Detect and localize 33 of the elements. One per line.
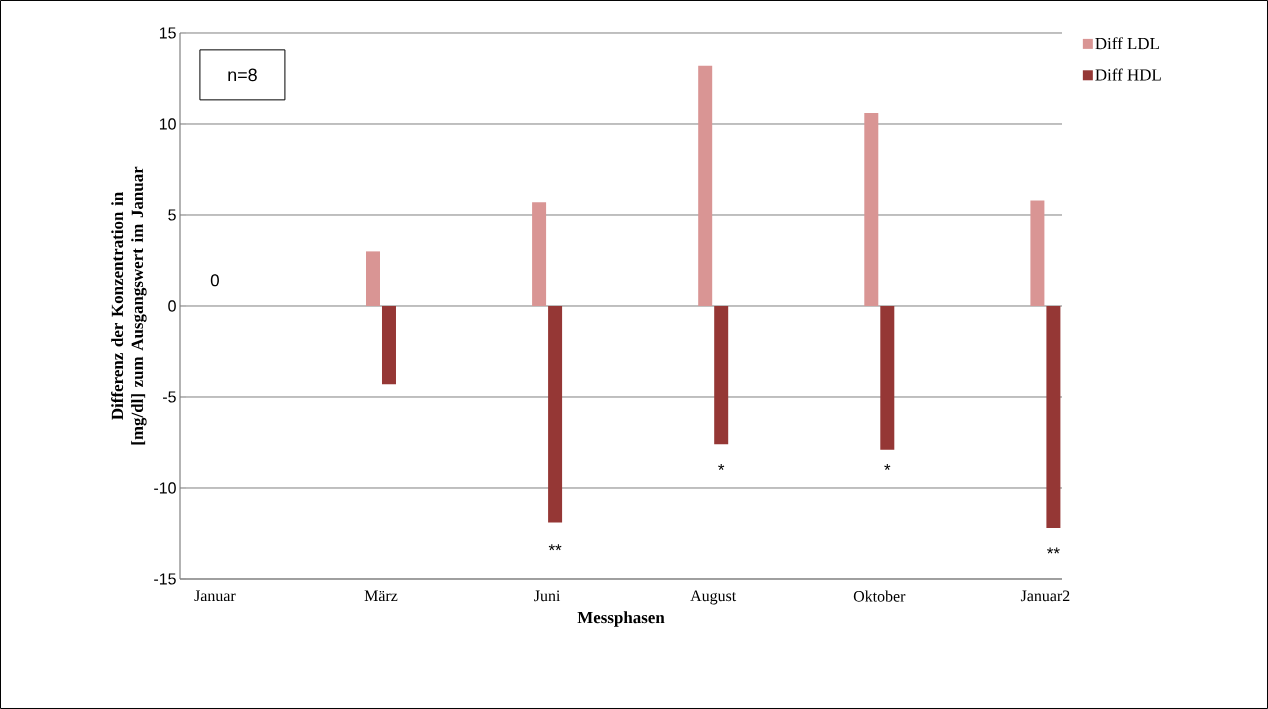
- x-tick-label: März: [364, 590, 398, 602]
- x-tick-label: Januar2: [1020, 590, 1070, 602]
- annotation: *: [884, 463, 891, 470]
- bar: [864, 113, 879, 306]
- x-tick-label: Oktober: [853, 590, 906, 602]
- annotation: 0: [210, 274, 219, 287]
- y-tick-label: 10: [159, 118, 176, 130]
- y-tick-label: -15: [154, 573, 176, 585]
- y-tick-label: 15: [159, 27, 176, 39]
- bar: [698, 65, 713, 306]
- x-tick-label: Juni: [534, 590, 561, 602]
- annotation: *: [718, 463, 725, 470]
- y-tick-label: 0: [168, 300, 176, 312]
- bar: [532, 202, 547, 306]
- bar: [1030, 200, 1045, 306]
- bar: [880, 305, 895, 450]
- y-axis-title: Differenz der Konzentration in [mg/dl] zum Ausgangswert im Januar: [111, 166, 147, 445]
- annotation: **: [548, 544, 562, 551]
- bar: [381, 305, 396, 385]
- annotation: **: [1047, 547, 1060, 554]
- annotation: n=8: [228, 68, 257, 82]
- legend-label: Diff HDL: [1095, 68, 1161, 81]
- x-axis-title: Messphasen: [577, 611, 665, 627]
- bar: [714, 305, 729, 445]
- bar: [365, 251, 380, 306]
- legend-label: Diff LDL: [1095, 37, 1159, 50]
- y-tick-label: -5: [163, 391, 176, 403]
- x-tick-label: August: [690, 590, 737, 605]
- bar: [548, 305, 563, 523]
- y-tick-label: 5: [168, 209, 176, 221]
- y-tick-label: -10: [154, 482, 176, 494]
- bar: [1046, 305, 1061, 529]
- x-tick-label: Januar: [194, 590, 236, 602]
